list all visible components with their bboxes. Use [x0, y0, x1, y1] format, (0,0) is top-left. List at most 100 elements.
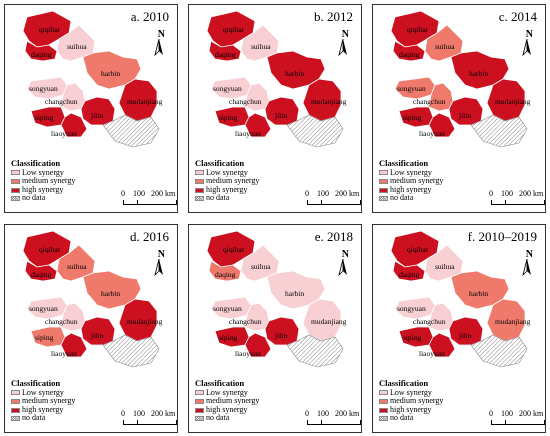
legend-item-high: high synergy: [11, 405, 75, 415]
city-label-changchun: changchun: [413, 97, 446, 106]
legend-swatch: [11, 196, 20, 202]
city-label-songyuan: songyuan: [213, 84, 242, 93]
panel-title: f. 2010–2019: [467, 229, 537, 244]
city-label-jilin: jilin: [274, 331, 287, 340]
north-arrow-icon: [338, 258, 347, 277]
city-label-mudanjiang: mudanjiang: [311, 317, 347, 326]
region-daqing: [392, 260, 426, 282]
map-panel-6: qiqihar suihua daqing harbin songyuan changch…: [372, 224, 546, 433]
scale-label-200: 200 km: [151, 189, 176, 198]
city-label-harbin: harbin: [469, 289, 488, 298]
city-label-siping: siping: [219, 333, 238, 342]
legend-swatch: [11, 416, 20, 422]
region-daqing: [24, 260, 58, 282]
north-arrow-icon: [154, 258, 163, 277]
legend-item-medium: medium synergy: [11, 177, 75, 186]
region-qiqihar: [206, 230, 256, 268]
legend-label: Low synergy: [206, 387, 248, 397]
panel-title: b. 2012: [314, 9, 353, 24]
legend-swatch: [379, 178, 388, 184]
city-label-daqing: daqing: [215, 270, 236, 279]
legend-label: medium synergy: [206, 176, 260, 186]
panel-title: d. 2016: [130, 229, 169, 244]
legend-item-nodata: no data: [379, 194, 443, 203]
city-label-siping: siping: [403, 333, 422, 342]
city-label-qiqihar: qiqihar: [407, 245, 429, 254]
legend-item-high: high synergy: [379, 185, 443, 195]
region-map: qiqihar suihua daqing harbin songyuan changch…: [206, 10, 347, 148]
scale-label-100: 100: [501, 409, 513, 418]
legend-swatch: [379, 398, 388, 404]
city-label-liaoyuan: liaoyuan: [419, 349, 445, 358]
legend: Classification Low synergy medium synerg…: [379, 159, 443, 203]
region-qiqihar: [22, 10, 72, 48]
legend-label: Low synergy: [22, 387, 64, 397]
city-label-changchun: changchun: [413, 317, 446, 326]
city-label-qiqihar: qiqihar: [223, 25, 245, 34]
legend: Classification Low synergy medium synerg…: [379, 379, 443, 423]
legend-swatch: [195, 187, 204, 193]
city-label-liaoyuan: liaoyuan: [419, 129, 445, 138]
city-label-mudanjiang: mudanjiang: [495, 317, 531, 326]
scale-label-200: 200 km: [335, 189, 360, 198]
legend-item-low: Low synergy: [379, 387, 443, 398]
city-label-siping: siping: [35, 113, 54, 122]
region-liaoyuan: [428, 332, 456, 358]
north-arrow-icon: [154, 38, 163, 57]
city-label-jilin: jilin: [458, 331, 471, 340]
legend-label: medium synergy: [22, 176, 76, 186]
scale-bar-line: [307, 200, 361, 205]
city-label-siping: siping: [35, 333, 54, 342]
scale-bar-line: [491, 200, 545, 205]
legend-item-low: Low synergy: [11, 387, 75, 398]
region-map: qiqihar suihua daqing harbin songyuan changch…: [22, 230, 163, 368]
scale-label-0: 0: [489, 409, 493, 418]
city-label-jilin: jilin: [90, 111, 103, 120]
region-daqing: [208, 260, 242, 282]
city-label-harbin: harbin: [285, 69, 304, 78]
legend-swatch: [379, 416, 388, 422]
legend-label: high synergy: [206, 184, 248, 194]
scale-bar-tick: [137, 420, 138, 424]
legend-item-medium: medium synergy: [195, 397, 259, 406]
scale-label-0: 0: [121, 409, 125, 418]
scale-label-0: 0: [305, 189, 309, 198]
city-label-mudanjiang: mudanjiang: [311, 97, 347, 106]
scale-bar-tick: [137, 200, 138, 204]
legend-item-low: Low synergy: [11, 168, 75, 178]
scale-bar-line: [123, 420, 177, 425]
scale-bar-tick: [505, 200, 506, 204]
north-arrow-icon: [338, 38, 347, 57]
city-label-songyuan: songyuan: [397, 84, 426, 93]
legend-swatch: [11, 170, 20, 176]
city-label-suihua: suihua: [67, 42, 87, 51]
city-label-daqing: daqing: [215, 50, 236, 59]
legend-item-high: high synergy: [195, 405, 259, 415]
legend-item-high: high synergy: [195, 184, 259, 195]
scale-label-100: 100: [133, 409, 145, 418]
region-map: qiqihar suihua daqing harbin songyuan changch…: [22, 10, 163, 148]
region-no-data: [102, 334, 160, 368]
legend-item-low: Low synergy: [195, 168, 259, 178]
north-arrow-icon: [522, 38, 531, 57]
region-map: qiqihar suihua daqing harbin songyuan changch…: [206, 230, 347, 368]
legend-label: high synergy: [22, 184, 64, 194]
legend-title: Classification: [379, 158, 429, 168]
legend-item-nodata: no data: [11, 194, 75, 203]
legend-label: Low synergy: [390, 387, 432, 397]
scale-bar-tick: [321, 200, 322, 204]
north-label: N: [157, 29, 165, 40]
legend-title: Classification: [11, 378, 61, 388]
region-jilin: [448, 96, 484, 126]
legend-swatch: [195, 398, 204, 404]
scale-bar-line: [123, 200, 177, 205]
legend-label: high synergy: [390, 404, 432, 414]
city-label-mudanjiang: mudanjiang: [127, 97, 163, 106]
city-label-siping: siping: [403, 113, 422, 122]
city-label-changchun: changchun: [45, 97, 78, 106]
region-no-data: [286, 114, 344, 148]
legend: Classification Low synergy medium synerg…: [195, 379, 259, 423]
city-label-harbin: harbin: [101, 289, 120, 298]
region-jilin: [264, 96, 300, 126]
